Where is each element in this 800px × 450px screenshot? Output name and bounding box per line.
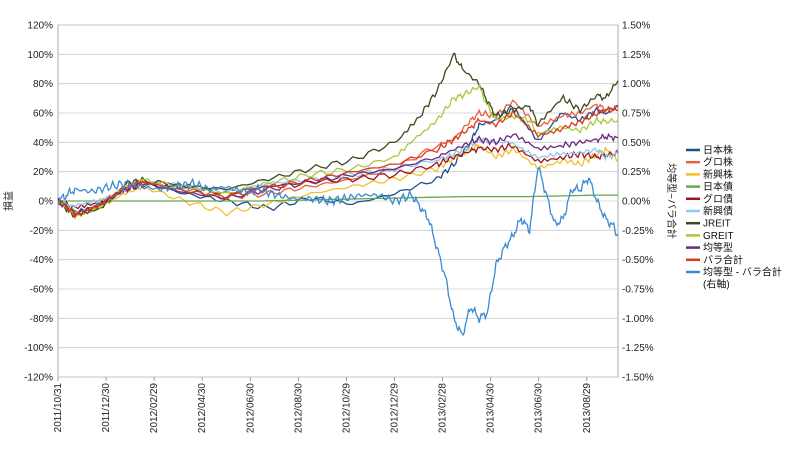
left-tick-label: -20% — [30, 226, 53, 237]
right-tick-label: 1.50% — [622, 21, 650, 32]
right-axis-ticks: 1.50% 1.25% 1.00% 0.75% 0.50% 0.25% 0.00% -0.25… — [622, 21, 654, 384]
x-tick-label: 2013/06/30 — [534, 383, 545, 433]
left-tick-label: 60% — [33, 109, 53, 120]
x-tick-label: 2011/12/30 — [101, 383, 112, 433]
right-tick-label: 0.25% — [622, 167, 650, 178]
series-layer — [57, 52, 619, 337]
right-tick-label: 1.00% — [622, 79, 650, 90]
x-tick-label: 2013/04/30 — [486, 383, 497, 433]
right-axis-title: 均等型−バラ合計 — [665, 163, 678, 239]
legend-label: バラ合計 — [703, 253, 743, 266]
series-line — [57, 105, 619, 219]
legend-label: 日本株 — [703, 144, 733, 157]
legend-label: グロ株 — [703, 156, 733, 169]
x-tick-label: 2011/10/31 — [53, 383, 64, 433]
legend-label: 均等型 — [703, 241, 733, 254]
right-tick-label: -0.50% — [622, 255, 654, 266]
x-tick-label: 2012/02/29 — [149, 383, 160, 433]
x-tick-label: 2012/06/30 — [245, 383, 256, 433]
x-tick-label: 2012/12/29 — [389, 383, 400, 433]
series-line — [58, 194, 618, 202]
legend-label: 日本債 — [703, 180, 733, 193]
legend-label: 新興株 — [703, 168, 733, 181]
series-line — [57, 84, 619, 215]
right-tick-label: 0.50% — [622, 138, 650, 149]
left-tick-label: -120% — [24, 373, 53, 384]
legend-label: 均等型 - バラ合計 — [703, 266, 782, 279]
right-tick-label: -0.25% — [622, 226, 654, 237]
x-axis-ticks: 2011/10/31 2011/12/30 2012/02/29 2012/04/30… — [53, 377, 593, 433]
left-tick-label: 0% — [39, 197, 54, 208]
series-line — [57, 52, 619, 218]
right-tick-label: 0.00% — [622, 197, 650, 208]
right-tick-label: -1.25% — [622, 343, 654, 354]
gridlines — [58, 24, 618, 378]
left-tick-label: -40% — [30, 255, 53, 266]
right-tick-label: 0.75% — [622, 109, 650, 120]
x-tick-label: 2012/10/29 — [341, 383, 352, 433]
x-tick-label: 2012/08/30 — [293, 383, 304, 433]
series-line — [57, 132, 619, 215]
left-tick-label: -100% — [24, 343, 53, 354]
right-tick-label: -0.75% — [622, 285, 654, 296]
left-tick-label: 80% — [33, 79, 53, 90]
legend-label: 新興債 — [703, 205, 733, 218]
left-tick-label: 20% — [33, 167, 53, 178]
left-axis-ticks: 120% 100% 80% 60% 40% 20% 0% -20% -40% -60% -80% -1… — [24, 21, 53, 384]
right-tick-label: 1.25% — [622, 50, 650, 61]
left-axis-title: 損益 — [2, 191, 15, 211]
left-tick-label: 120% — [27, 21, 53, 32]
left-tick-label: -80% — [30, 314, 53, 325]
series-line — [57, 166, 619, 337]
x-tick-label: 2013/08/29 — [582, 383, 593, 433]
x-tick-label: 2013/02/28 — [438, 383, 449, 433]
legend-label: (右軸) — [703, 278, 730, 291]
legend-label: JREIT — [703, 219, 731, 230]
right-tick-label: -1.50% — [622, 373, 654, 384]
legend-label: グロ債 — [703, 192, 733, 205]
legend-label: GREIT — [703, 231, 734, 242]
left-tick-label: -60% — [30, 285, 53, 296]
right-tick-label: -1.00% — [622, 314, 654, 325]
x-tick-label: 2012/04/30 — [197, 383, 208, 433]
left-tick-label: 100% — [27, 50, 53, 61]
left-tick-label: 40% — [33, 138, 53, 149]
